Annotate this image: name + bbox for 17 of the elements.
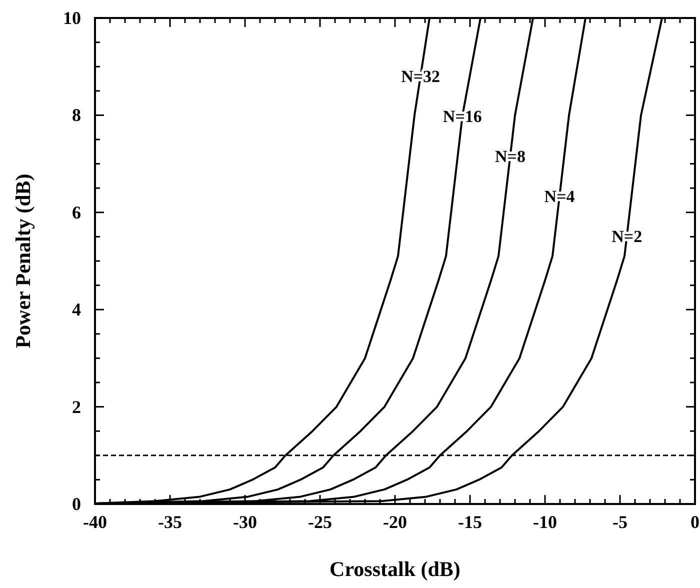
x-tick-label: -30 — [233, 512, 257, 532]
y-tick-label: 8 — [72, 105, 81, 126]
x-tick-label: -40 — [83, 512, 107, 532]
x-tick-label: 0 — [690, 512, 700, 532]
y-tick-label: 6 — [72, 202, 81, 222]
x-tick-label: -10 — [533, 512, 557, 532]
x-tick-label: -15 — [458, 512, 482, 532]
y-tick-label: 10 — [63, 8, 81, 28]
x-tick-label: -20 — [383, 512, 407, 532]
x-tick-label: -35 — [158, 512, 182, 532]
x-tick-label: -5 — [612, 512, 628, 532]
y-tick-label: 2 — [72, 396, 81, 417]
y-tick-label: 0 — [72, 494, 81, 514]
x-axis-title: Crosstalk (dB) — [330, 557, 460, 581]
y-tick-label: 4 — [72, 300, 81, 320]
y-axis-title: Power Penalty (dB) — [11, 174, 35, 348]
x-tick-label: -25 — [308, 512, 332, 532]
